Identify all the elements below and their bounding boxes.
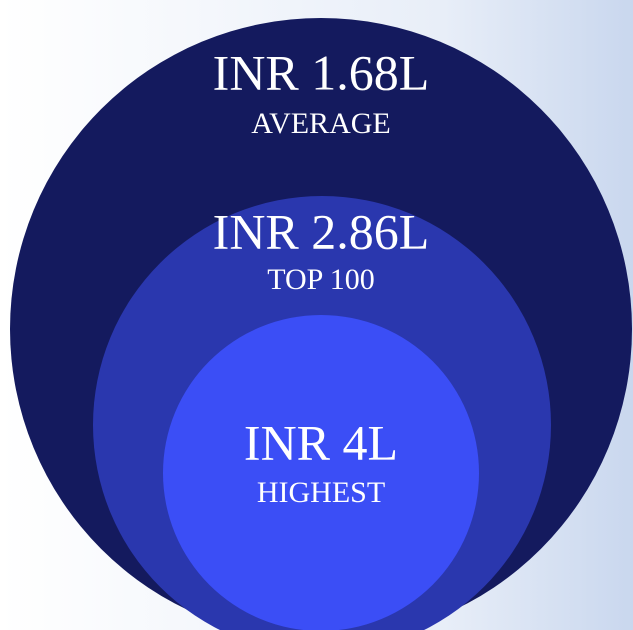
inner-circle [163,315,479,630]
ring-amount: INR 1.68L [213,44,430,100]
ring-label: HIGHEST [257,476,385,509]
ring-amount: INR 4L [244,414,398,470]
ring-label: TOP 100 [267,263,375,296]
ring-label: AVERAGE [251,107,390,140]
ring-amount: INR 2.86L [213,203,430,259]
